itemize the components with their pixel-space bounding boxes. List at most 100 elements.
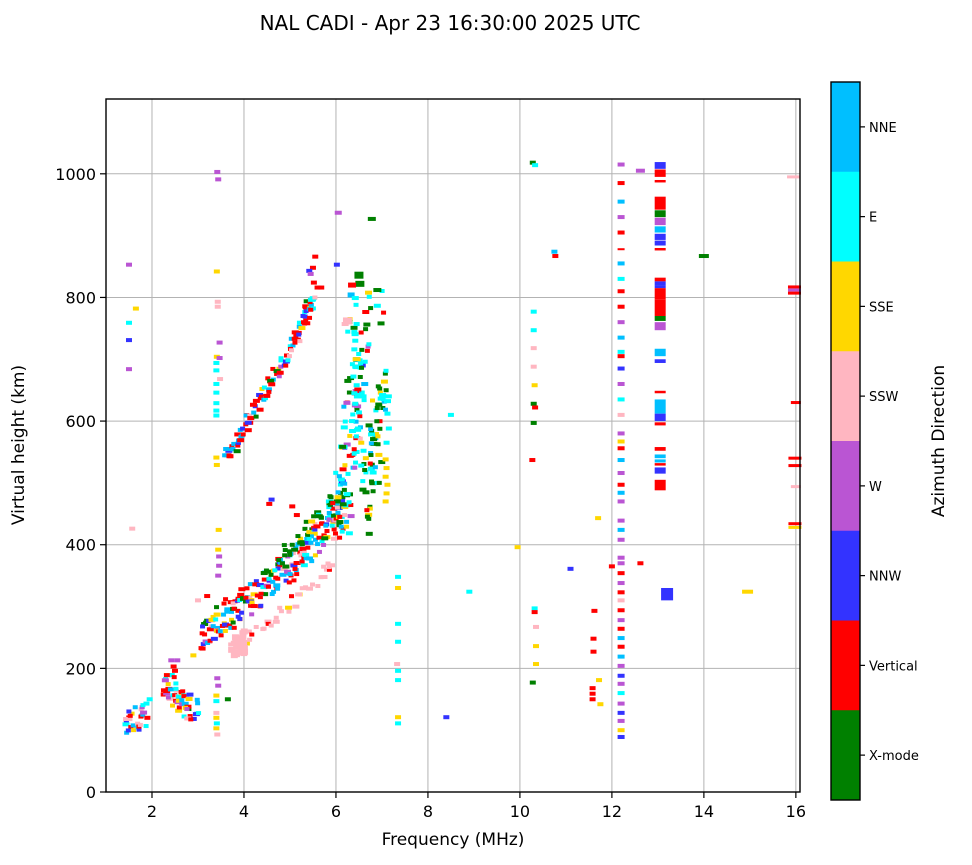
data-point (181, 694, 187, 699)
y-tick-label: 200 (65, 659, 96, 678)
data-block (654, 179, 666, 183)
data-block (654, 447, 666, 451)
data-point (302, 304, 310, 309)
data-point (215, 177, 222, 182)
data-point (306, 556, 314, 561)
data-point (350, 374, 357, 379)
data-point (344, 519, 350, 524)
data-point (297, 339, 303, 344)
data-point (214, 169, 221, 174)
data-point (366, 342, 372, 347)
data-point (374, 419, 380, 424)
data-point (377, 396, 383, 401)
data-point (617, 663, 625, 668)
data-point (377, 390, 383, 395)
data-point (337, 514, 343, 519)
data-point (351, 330, 358, 335)
data-point (617, 471, 625, 476)
data-point (382, 474, 389, 479)
data-point (297, 540, 303, 545)
data-block (654, 399, 666, 414)
data-point (313, 524, 321, 529)
data-point (207, 638, 213, 643)
data-point (243, 595, 249, 600)
data-point (284, 353, 290, 358)
data-point (127, 717, 133, 722)
data-point (617, 276, 625, 281)
data-point (395, 678, 402, 683)
data-point (350, 325, 358, 330)
data-point (307, 315, 313, 320)
data-point (375, 402, 383, 407)
data-point (617, 289, 625, 294)
data-point (303, 309, 309, 314)
data-point (347, 514, 355, 519)
data-point (228, 625, 234, 630)
x-axis-label: Frequency (MHz) (382, 830, 525, 850)
data-point (161, 678, 169, 683)
data-block (654, 479, 666, 491)
data-point (567, 566, 574, 571)
data-point (223, 447, 231, 452)
data-point (377, 419, 383, 424)
data-point (395, 721, 402, 726)
data-point (355, 410, 362, 415)
data-point (258, 394, 264, 399)
x-tick-label: 2 (147, 802, 157, 821)
data-point (367, 466, 375, 471)
data-point (269, 592, 275, 597)
data-point (188, 717, 194, 722)
data-point (617, 199, 625, 204)
data-point (243, 413, 249, 418)
data-point (742, 589, 754, 594)
data-point (362, 310, 370, 315)
data-point (249, 632, 255, 637)
data-point (184, 706, 190, 711)
data-point (171, 668, 178, 673)
data-point (288, 336, 294, 341)
data-point (530, 420, 537, 425)
data-point (308, 540, 314, 545)
data-point (381, 394, 387, 399)
data-point (790, 485, 801, 489)
x-tick-label: 14 (694, 802, 714, 821)
colorbar-label-Vertical: Vertical (869, 659, 918, 674)
data-point (352, 357, 361, 362)
data-point (314, 285, 321, 290)
data-point (356, 352, 362, 357)
data-point (378, 460, 386, 465)
data-point (215, 527, 222, 532)
data-point (299, 559, 305, 564)
data-point (235, 440, 241, 445)
data-point (617, 673, 625, 678)
data-point (228, 609, 234, 614)
data-point (244, 428, 252, 433)
data-point (617, 230, 625, 235)
data-point (341, 404, 347, 409)
data-block (654, 422, 666, 426)
data-point (788, 464, 802, 468)
data-point (533, 644, 540, 649)
data-point (318, 285, 325, 290)
data-point (250, 592, 258, 597)
data-point (287, 572, 293, 577)
data-point (253, 624, 259, 629)
data-point (533, 662, 540, 667)
data-block (654, 390, 666, 394)
colorbar-border (830, 81, 861, 801)
data-point (298, 553, 306, 558)
data-point (270, 366, 276, 371)
data-point (352, 338, 359, 343)
data-point (247, 595, 253, 600)
data-point (360, 394, 367, 399)
data-point (290, 343, 296, 348)
data-point (365, 423, 373, 428)
data-point (146, 697, 153, 702)
data-point (617, 335, 625, 340)
data-point (240, 596, 246, 601)
data-point (298, 326, 306, 331)
data-point (608, 564, 615, 569)
data-point (258, 591, 264, 596)
data-point (366, 294, 372, 299)
